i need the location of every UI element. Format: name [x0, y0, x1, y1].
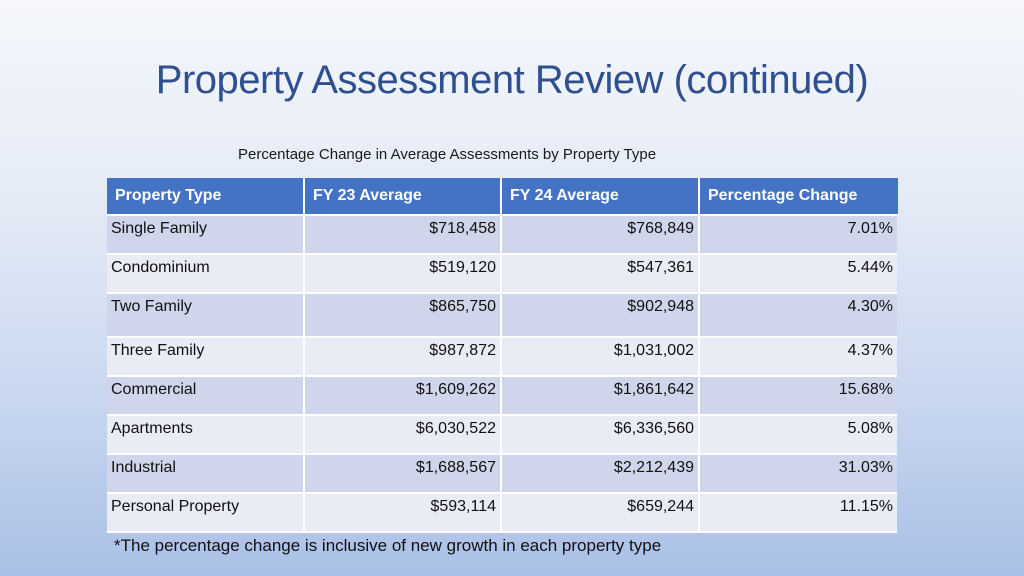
cell-percentage-change: 5.08%: [699, 415, 897, 455]
assessment-table: Property Type FY 23 Average FY 24 Averag…: [107, 178, 898, 533]
cell-property-type: Industrial: [107, 454, 305, 494]
cell-property-type: Commercial: [107, 376, 305, 416]
table-row: Condominium $519,120 $547,361 5.44%: [107, 254, 897, 294]
table-row: Single Family $718,458 $768,849 7.01%: [107, 215, 897, 255]
cell-percentage-change: 5.44%: [699, 254, 897, 294]
cell-fy24-average: $6,336,560: [501, 415, 700, 455]
table-caption: Percentage Change in Average Assessments…: [238, 146, 657, 163]
cell-property-type: Two Family: [107, 293, 305, 338]
cell-fy23-average: $987,872: [304, 337, 502, 377]
table-row: Personal Property $593,114 $659,244 11.1…: [107, 493, 897, 533]
cell-fy23-average: $865,750: [304, 293, 502, 338]
cell-property-type: Apartments: [107, 415, 305, 455]
cell-percentage-change: 11.15%: [699, 493, 897, 533]
slide-title: Property Assessment Review (continued): [155, 58, 869, 102]
header-fy23-average: FY 23 Average: [304, 178, 502, 216]
table-row: Three Family $987,872 $1,031,002 4.37%: [107, 337, 897, 377]
cell-property-type: Personal Property: [107, 493, 305, 533]
cell-fy23-average: $1,609,262: [304, 376, 502, 416]
cell-percentage-change: 15.68%: [699, 376, 897, 416]
cell-percentage-change: 4.37%: [699, 337, 897, 377]
table-row: Apartments $6,030,522 $6,336,560 5.08%: [107, 415, 897, 455]
header-property-type: Property Type: [107, 178, 305, 216]
table-row: Industrial $1,688,567 $2,212,439 31.03%: [107, 454, 897, 494]
header-percentage-change: Percentage Change: [699, 178, 898, 216]
cell-fy23-average: $718,458: [304, 215, 502, 255]
cell-fy24-average: $659,244: [501, 493, 700, 533]
footnote: *The percentage change is inclusive of n…: [114, 536, 662, 555]
table-header-row: Property Type FY 23 Average FY 24 Averag…: [107, 178, 898, 216]
cell-fy23-average: $1,688,567: [304, 454, 502, 494]
cell-fy24-average: $547,361: [501, 254, 700, 294]
cell-fy23-average: $519,120: [304, 254, 502, 294]
cell-percentage-change: 31.03%: [699, 454, 897, 494]
header-fy24-average: FY 24 Average: [501, 178, 700, 216]
cell-percentage-change: 4.30%: [699, 293, 897, 338]
cell-fy24-average: $902,948: [501, 293, 700, 338]
cell-percentage-change: 7.01%: [699, 215, 897, 255]
cell-fy24-average: $768,849: [501, 215, 700, 255]
cell-property-type: Single Family: [107, 215, 305, 255]
cell-fy23-average: $6,030,522: [304, 415, 502, 455]
table-row: Two Family $865,750 $902,948 4.30%: [107, 293, 897, 338]
table-row: Commercial $1,609,262 $1,861,642 15.68%: [107, 376, 897, 416]
cell-property-type: Three Family: [107, 337, 305, 377]
cell-fy24-average: $2,212,439: [501, 454, 700, 494]
cell-property-type: Condominium: [107, 254, 305, 294]
cell-fy23-average: $593,114: [304, 493, 502, 533]
cell-fy24-average: $1,861,642: [501, 376, 700, 416]
cell-fy24-average: $1,031,002: [501, 337, 700, 377]
